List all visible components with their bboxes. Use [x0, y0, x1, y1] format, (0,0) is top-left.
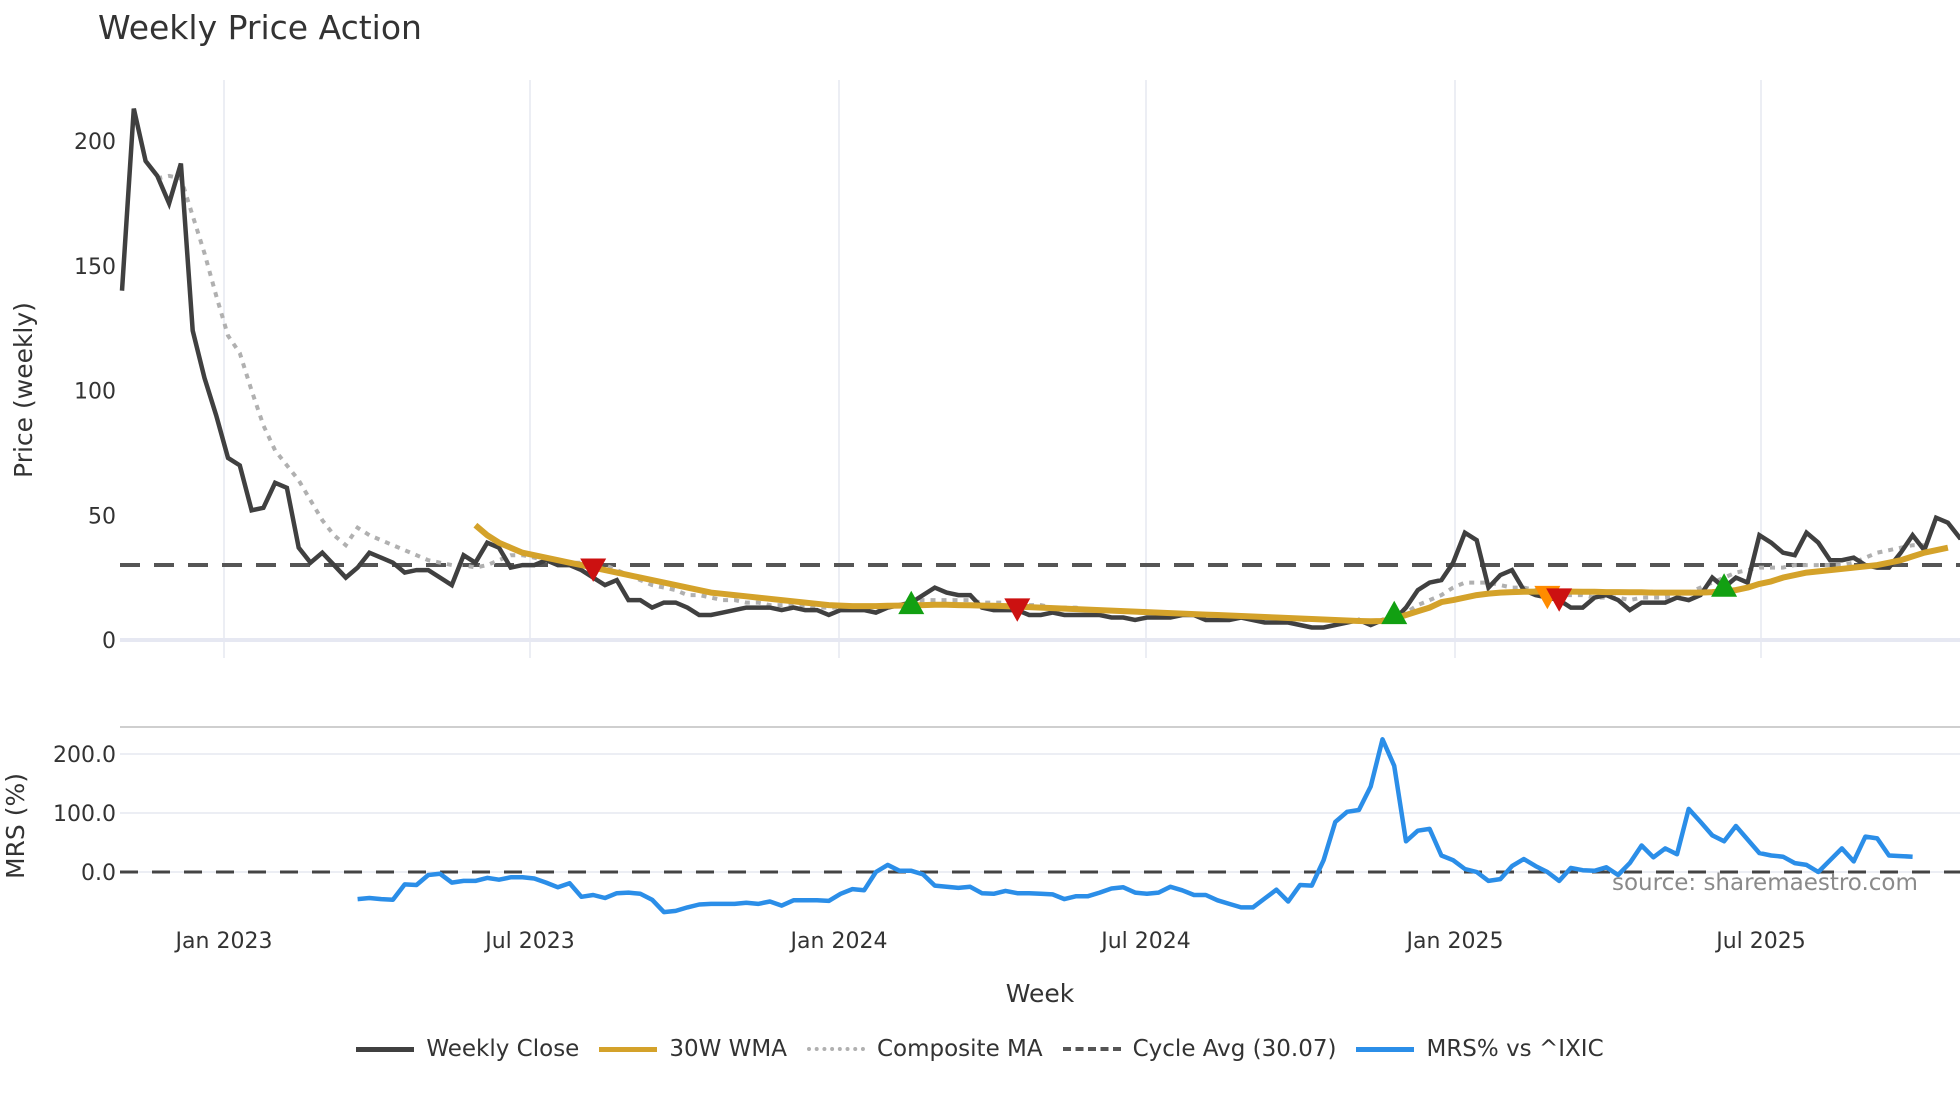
- x-tick-label: Jan 2025: [1405, 929, 1504, 954]
- chart-title: Weekly Price Action: [98, 8, 422, 47]
- price-tick-label: 150: [74, 255, 116, 280]
- legend-item-cycle-avg[interactable]: Cycle Avg (30.07): [1062, 1036, 1337, 1062]
- composite-ma-swatch-icon: [806, 1047, 865, 1051]
- mrs-tick-label: 100.0: [53, 802, 116, 827]
- weekly-close-swatch-icon: [356, 1046, 415, 1052]
- mrs-axis-ticks: 200.0 100.0 0.0: [53, 743, 116, 886]
- mrs-tick-label: 200.0: [53, 743, 116, 768]
- sell-signal-marker: [1546, 588, 1573, 612]
- composite-ma-line: [156, 173, 1925, 625]
- x-tick-label: Jul 2024: [1099, 929, 1191, 954]
- legend-label: Weekly Close: [426, 1036, 580, 1062]
- buy-signal-marker: [1381, 600, 1408, 625]
- buy-signal-marker: [898, 590, 925, 615]
- sell-signal-marker: [1004, 598, 1031, 622]
- vertical-gridlines: [223, 80, 1762, 658]
- mrs-line: [357, 737, 1913, 915]
- x-tick-label: Jan 2024: [789, 929, 888, 954]
- signal-markers: [580, 558, 1738, 625]
- mrs-tick-label: 0.0: [81, 861, 116, 886]
- wma-swatch-icon: [599, 1046, 658, 1052]
- source-note: source: sharemaestro.com: [1612, 870, 1918, 896]
- price-tick-label: 100: [74, 380, 116, 405]
- cycle-avg-swatch-icon: [1062, 1047, 1121, 1051]
- x-axis-title: Week: [1006, 979, 1075, 1008]
- horizontal-gridlines: [120, 638, 1960, 873]
- mrs-swatch-icon: [1356, 1046, 1415, 1052]
- price-axis-ticks: 200 150 100 50 0: [74, 130, 116, 654]
- mrs-axis-title: MRS (%): [1, 773, 30, 879]
- legend-label: Composite MA: [876, 1036, 1043, 1062]
- legend-label: 30W WMA: [669, 1036, 787, 1062]
- buy-signal-marker: [1711, 573, 1738, 597]
- price-tick-label: 50: [88, 504, 116, 529]
- wma-30w-line: [473, 522, 1949, 625]
- sell-signal-marker: [580, 558, 607, 582]
- legend-item-mrs[interactable]: MRS% vs ^IXIC: [1356, 1036, 1604, 1062]
- legend-item-30w-wma[interactable]: 30W WMA: [599, 1036, 787, 1062]
- x-tick-label: Jul 2023: [483, 929, 575, 954]
- chart-legend: Weekly Close 30W WMA Composite MA Cycle …: [0, 1036, 1960, 1062]
- legend-item-composite-ma[interactable]: Composite MA: [806, 1036, 1043, 1062]
- price-tick-label: 0: [102, 629, 116, 654]
- x-axis-ticks: Jan 2023 Jul 2023 Jan 2024 Jul 2024 Jan 2025…: [174, 929, 1806, 954]
- x-tick-label: Jan 2023: [174, 929, 273, 954]
- price-tick-label: 200: [74, 130, 116, 155]
- x-tick-label: Jul 2025: [1714, 929, 1806, 954]
- price-axis-title: Price (weekly): [9, 302, 38, 478]
- weekly-close-line: [119, 108, 1960, 630]
- legend-label: MRS% vs ^IXIC: [1426, 1036, 1604, 1062]
- legend-item-weekly-close[interactable]: Weekly Close: [356, 1036, 579, 1062]
- legend-label: Cycle Avg (30.07): [1132, 1036, 1337, 1062]
